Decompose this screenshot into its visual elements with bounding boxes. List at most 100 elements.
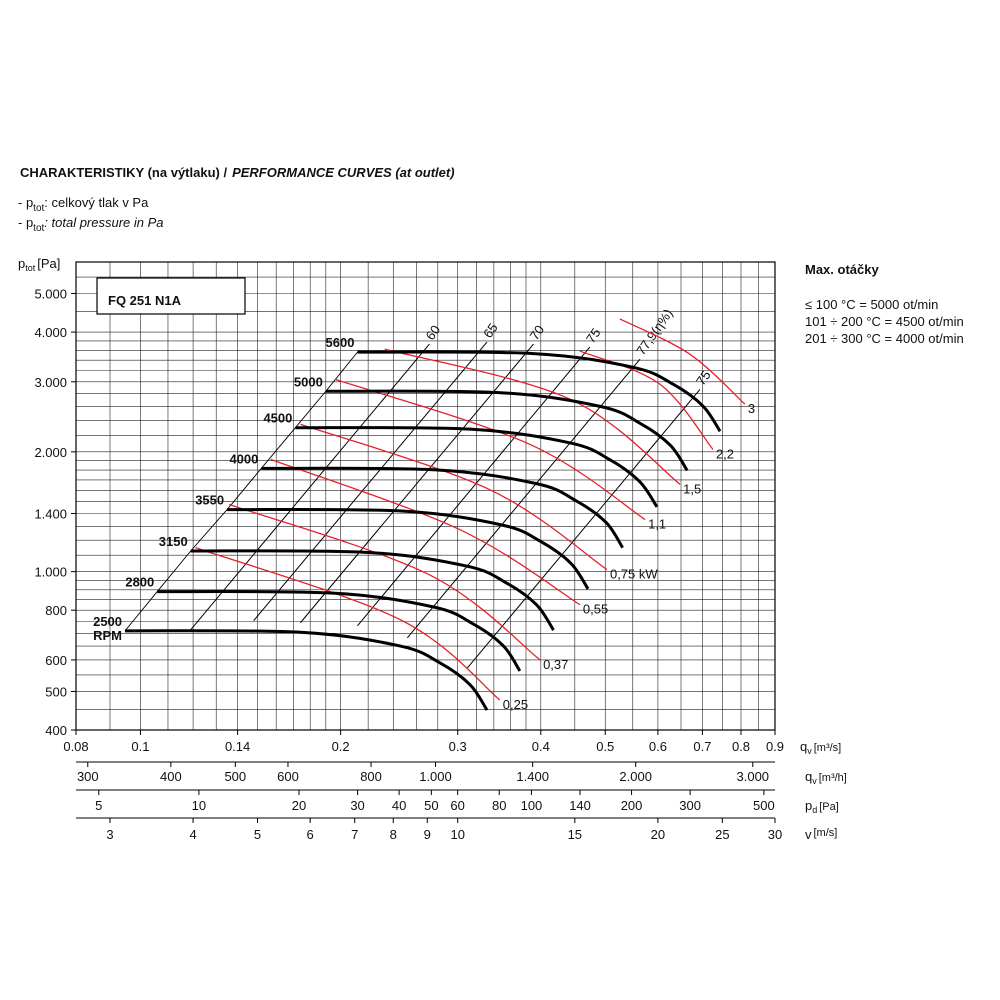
secondary-tick-label: 300 — [77, 769, 99, 784]
power-label: 2,2 — [716, 446, 734, 461]
secondary-tick-label: 25 — [715, 827, 729, 842]
secondary-tick-label: 8 — [390, 827, 397, 842]
y-tick-label: 1.000 — [34, 565, 67, 580]
secondary-tick-label: 500 — [224, 769, 246, 784]
secondary-tick-label: 400 — [160, 769, 182, 784]
x-tick-label: 0.8 — [732, 739, 750, 754]
axis-label-unit: [Pa] — [819, 801, 839, 813]
plot-frame — [75, 261, 776, 731]
y-axis-label: ptot [Pa] — [18, 256, 60, 273]
power-label: 0,25 — [503, 697, 528, 712]
rpm-curve — [357, 350, 722, 433]
secondary-tick-label: 100 — [521, 798, 543, 813]
envelope-line — [124, 351, 358, 632]
x-tick-label: 0.14 — [225, 739, 250, 754]
axis-label-unit: [m³/s] — [814, 742, 842, 754]
x-tick-label: 0.4 — [532, 739, 550, 754]
rpm-label: 5600 — [326, 335, 355, 350]
note-sub: tot — [33, 223, 44, 234]
efficiency-label: 75 — [583, 325, 604, 345]
secondary-tick-label: 500 — [753, 798, 775, 813]
axis-label-unit: [m³/h] — [819, 772, 847, 784]
secondary-tick-label: 40 — [392, 798, 406, 813]
secondary-tick-label: 30 — [350, 798, 364, 813]
note-text: : total pressure in Pa — [44, 215, 163, 230]
rpm-unit: RPM — [93, 628, 122, 643]
power-curve — [195, 547, 501, 701]
power-label: 0,75 kW — [610, 567, 658, 582]
secondary-tick-label: 20 — [651, 827, 665, 842]
max-speed-line: 201 ÷ 300 °C = 4000 ot/min — [805, 331, 964, 346]
power-label: 1,5 — [683, 481, 701, 496]
x-tick-label: 0.1 — [131, 739, 149, 754]
efficiency-line — [466, 389, 701, 669]
rpm-label: 4000 — [229, 451, 258, 466]
y-tick-label: 600 — [45, 653, 67, 668]
y-tick-label: 3.000 — [34, 375, 67, 390]
y-tick-label: 500 — [45, 684, 67, 699]
y-tick-label: 5.000 — [34, 287, 67, 302]
secondary-tick-label: 600 — [277, 769, 299, 784]
efficiency-label: 75 — [693, 368, 714, 388]
y-label-main: p — [18, 256, 25, 271]
max-speed-line: 101 ÷ 200 °C = 4500 ot/min — [805, 314, 964, 329]
secondary-tick-label: 10 — [192, 798, 206, 813]
efficiency-label: 70 — [527, 322, 548, 342]
secondary-tick-label: 2.000 — [619, 769, 652, 784]
model-label: FQ 251 N1A — [108, 293, 182, 308]
axis-label-sub: v — [807, 746, 812, 756]
power-label: 0,37 — [543, 657, 568, 672]
y-tick-label: 4.000 — [34, 325, 67, 340]
power-curve — [229, 503, 541, 661]
title-cz: CHARAKTERISTIKY (na výtlaku) / — [20, 165, 227, 180]
secondary-tick-label: 4 — [189, 827, 196, 842]
x-tick-label: 0.9 — [766, 739, 784, 754]
efficiency-label: 65 — [480, 320, 501, 340]
power-curve — [619, 318, 746, 405]
y-tick-label: 800 — [45, 603, 67, 618]
y-label-unit: [Pa] — [37, 256, 60, 271]
secondary-tick-label: 10 — [450, 827, 464, 842]
secondary-tick-label: 7 — [351, 827, 358, 842]
axis-label-main: v — [805, 827, 812, 842]
rpm-curve — [157, 590, 522, 672]
note-prefix: - p — [18, 195, 33, 210]
y-tick-label: 1.400 — [34, 506, 67, 521]
max-speed-line: ≤ 100 °C = 5000 ot/min — [805, 297, 938, 312]
efficiency-line — [300, 343, 534, 624]
efficiency-label: 60 — [423, 322, 444, 342]
power-label: 0,55 — [583, 602, 608, 617]
max-speed-title: Max. otáčky — [805, 262, 879, 277]
secondary-tick-label: 300 — [679, 798, 701, 813]
x-tick-label: 0.5 — [596, 739, 614, 754]
secondary-tick-label: 15 — [568, 827, 582, 842]
axis-label-sub: v — [812, 776, 817, 786]
power-label: 1,1 — [648, 517, 666, 532]
secondary-tick-label: 60 — [450, 798, 464, 813]
rpm-label: 3150 — [159, 534, 188, 549]
secondary-tick-label: 1.400 — [516, 769, 549, 784]
secondary-tick-label: 9 — [424, 827, 431, 842]
x-tick-label: 0.2 — [332, 739, 350, 754]
power-curve — [270, 458, 581, 606]
rpm-label: 5000 — [294, 374, 323, 389]
title-en: PERFORMANCE CURVES (at outlet) — [232, 165, 454, 180]
secondary-tick-label: 6 — [307, 827, 314, 842]
x-tick-label: 0.6 — [649, 739, 667, 754]
efficiency-line — [406, 358, 641, 639]
y-tick-label: 2.000 — [34, 445, 67, 460]
note: - ptot: celkový tlak v Pa — [18, 195, 149, 214]
rpm-curve — [190, 549, 555, 631]
axis-label-main: q — [805, 769, 812, 784]
note: - ptot: total pressure in Pa — [18, 215, 164, 234]
secondary-tick-label: 5 — [254, 827, 261, 842]
power-label: 3 — [748, 401, 755, 416]
y-label-sub: tot — [25, 263, 36, 273]
rpm-label: 2800 — [125, 575, 154, 590]
axis-label-sub: d — [812, 805, 817, 815]
axis-label-unit: [m/s] — [814, 827, 838, 839]
note-prefix: - p — [18, 215, 33, 230]
secondary-tick-label: 80 — [492, 798, 506, 813]
secondary-tick-label: 140 — [569, 798, 591, 813]
